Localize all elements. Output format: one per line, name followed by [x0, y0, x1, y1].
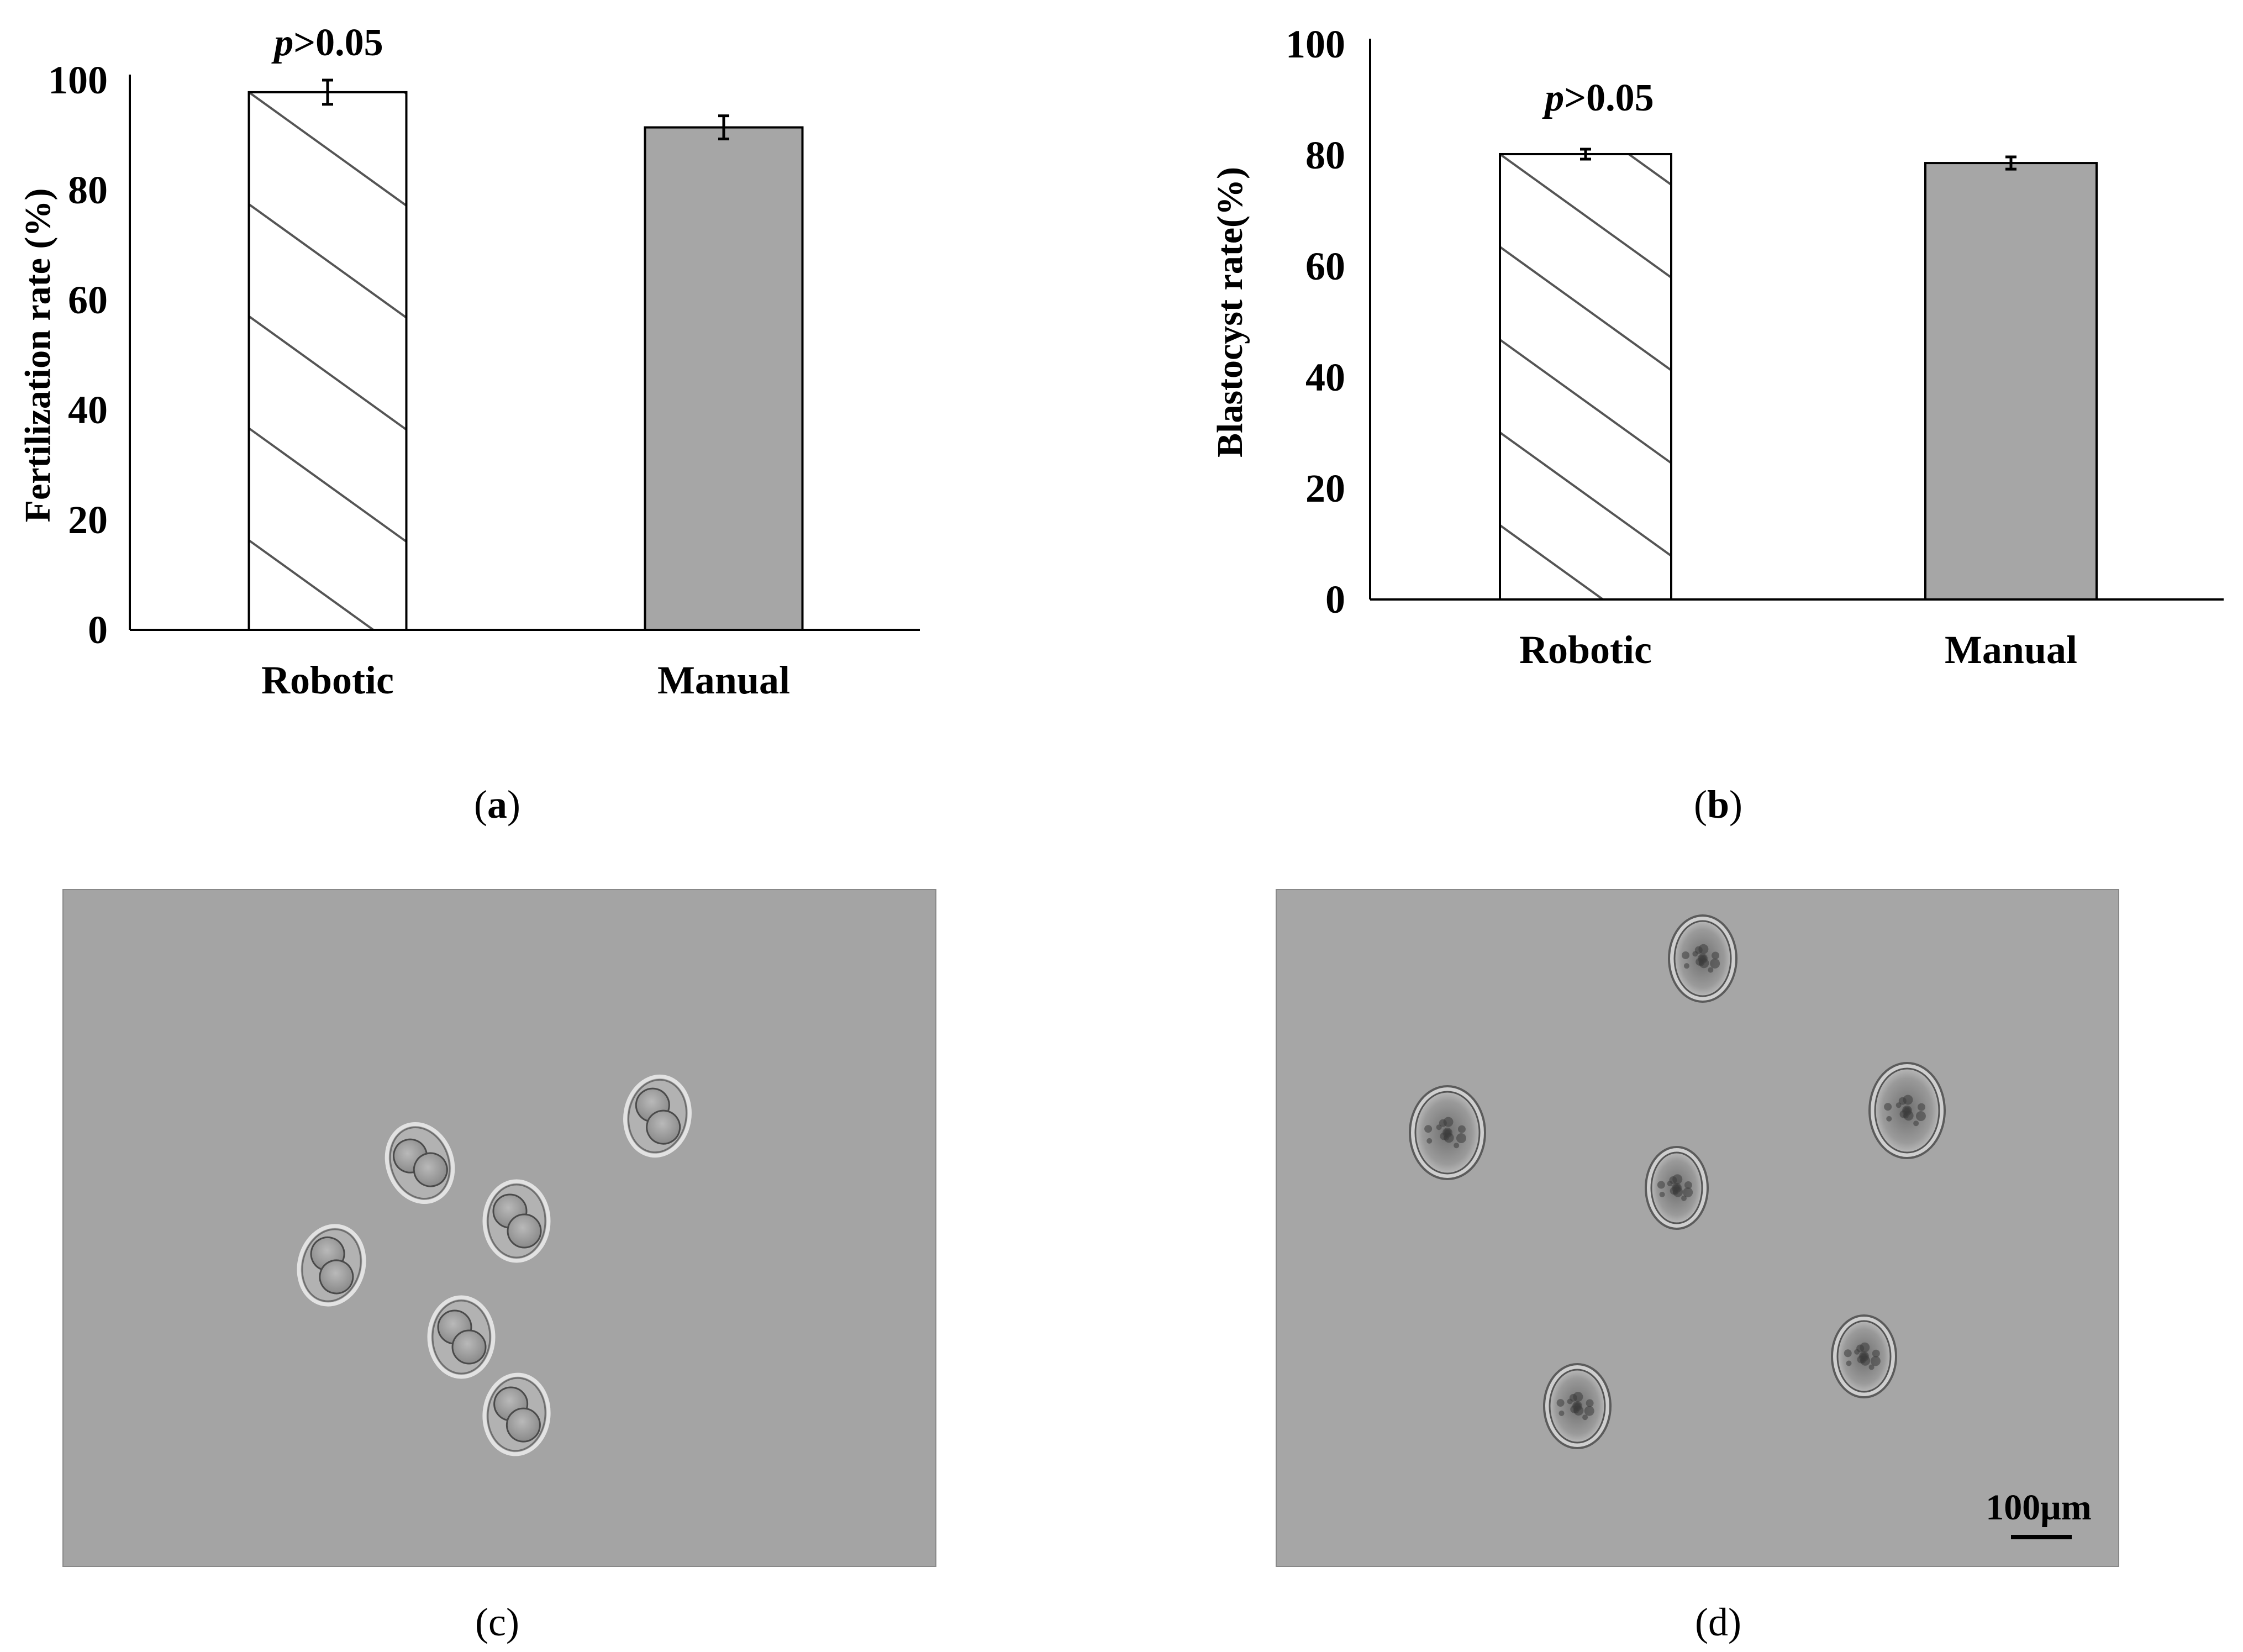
y-tick-label: 40 — [1305, 355, 1345, 399]
y-tick-label: 100 — [1286, 22, 1345, 66]
bar-robotic — [1500, 154, 1671, 599]
caption-b: (b) — [1694, 782, 1742, 827]
embryo-2cell — [482, 1372, 551, 1456]
p-value-annotation: p>0.05 — [1542, 77, 1654, 119]
blastocyst — [1831, 1314, 1897, 1398]
error-bar — [1580, 148, 1591, 161]
y-tick-label: 100 — [48, 58, 108, 102]
y-axis-label: Fertilization rate (%) — [18, 188, 58, 523]
y-axis-label: Blastocyst rate(%) — [1210, 167, 1250, 457]
y-tick-label: 0 — [1325, 577, 1345, 622]
x-category-label: Robotic — [1519, 628, 1652, 672]
bar-manual — [644, 126, 804, 631]
chart-a-fertilization: Fertilization rate (%) 0 20 40 60 80 100 Roboti… — [18, 22, 920, 702]
y-tick-label: 0 — [88, 608, 108, 652]
blastocyst — [1409, 1085, 1486, 1180]
bar-robotic — [249, 92, 407, 630]
y-tick-label: 20 — [1305, 466, 1345, 511]
embryo-2cell — [297, 1224, 366, 1307]
error-bar — [322, 78, 333, 106]
embryo-2cell — [385, 1122, 455, 1204]
microscope-image-d: 100μm — [1276, 889, 2119, 1567]
blastocyst — [1645, 1146, 1709, 1230]
two-cell-embryos — [297, 1074, 692, 1456]
embryo-2cell — [623, 1074, 692, 1158]
blastocyst — [1868, 1062, 1946, 1159]
x-category-label: Robotic — [261, 658, 394, 702]
bar-hatching — [249, 92, 407, 630]
blastocyst — [1543, 1363, 1612, 1449]
caption-c: (c) — [475, 1600, 519, 1644]
y-tick-label: 20 — [68, 498, 108, 542]
x-category-label: Manual — [1945, 628, 2077, 672]
y-tick-label: 40 — [68, 388, 108, 432]
chart-b-blastocyst: Blastocyst rate(%) 0 20 40 60 80 100 Robotic Man… — [1210, 22, 2224, 672]
microscope-image-c — [62, 889, 936, 1567]
x-category-label: Manual — [657, 658, 790, 702]
scale-bar-label: 100μm — [1986, 1487, 2091, 1528]
error-bar — [718, 114, 729, 140]
y-tick-label: 60 — [68, 278, 108, 322]
caption-d: (d) — [1695, 1600, 1741, 1644]
y-tick-label: 80 — [68, 168, 108, 212]
p-value-annotation: p>0.05 — [271, 22, 383, 64]
error-bar — [2005, 155, 2016, 171]
embryo-2cell — [482, 1179, 551, 1263]
y-tick-label: 60 — [1305, 244, 1345, 288]
caption-a: (a) — [474, 782, 520, 827]
bar-hatching — [1500, 154, 1671, 599]
embryo-2cell — [427, 1295, 496, 1379]
blastocyst — [1668, 914, 1737, 1003]
bar-manual — [1924, 162, 2098, 601]
y-tick-label: 80 — [1305, 133, 1345, 177]
blastocysts — [1409, 914, 1946, 1449]
